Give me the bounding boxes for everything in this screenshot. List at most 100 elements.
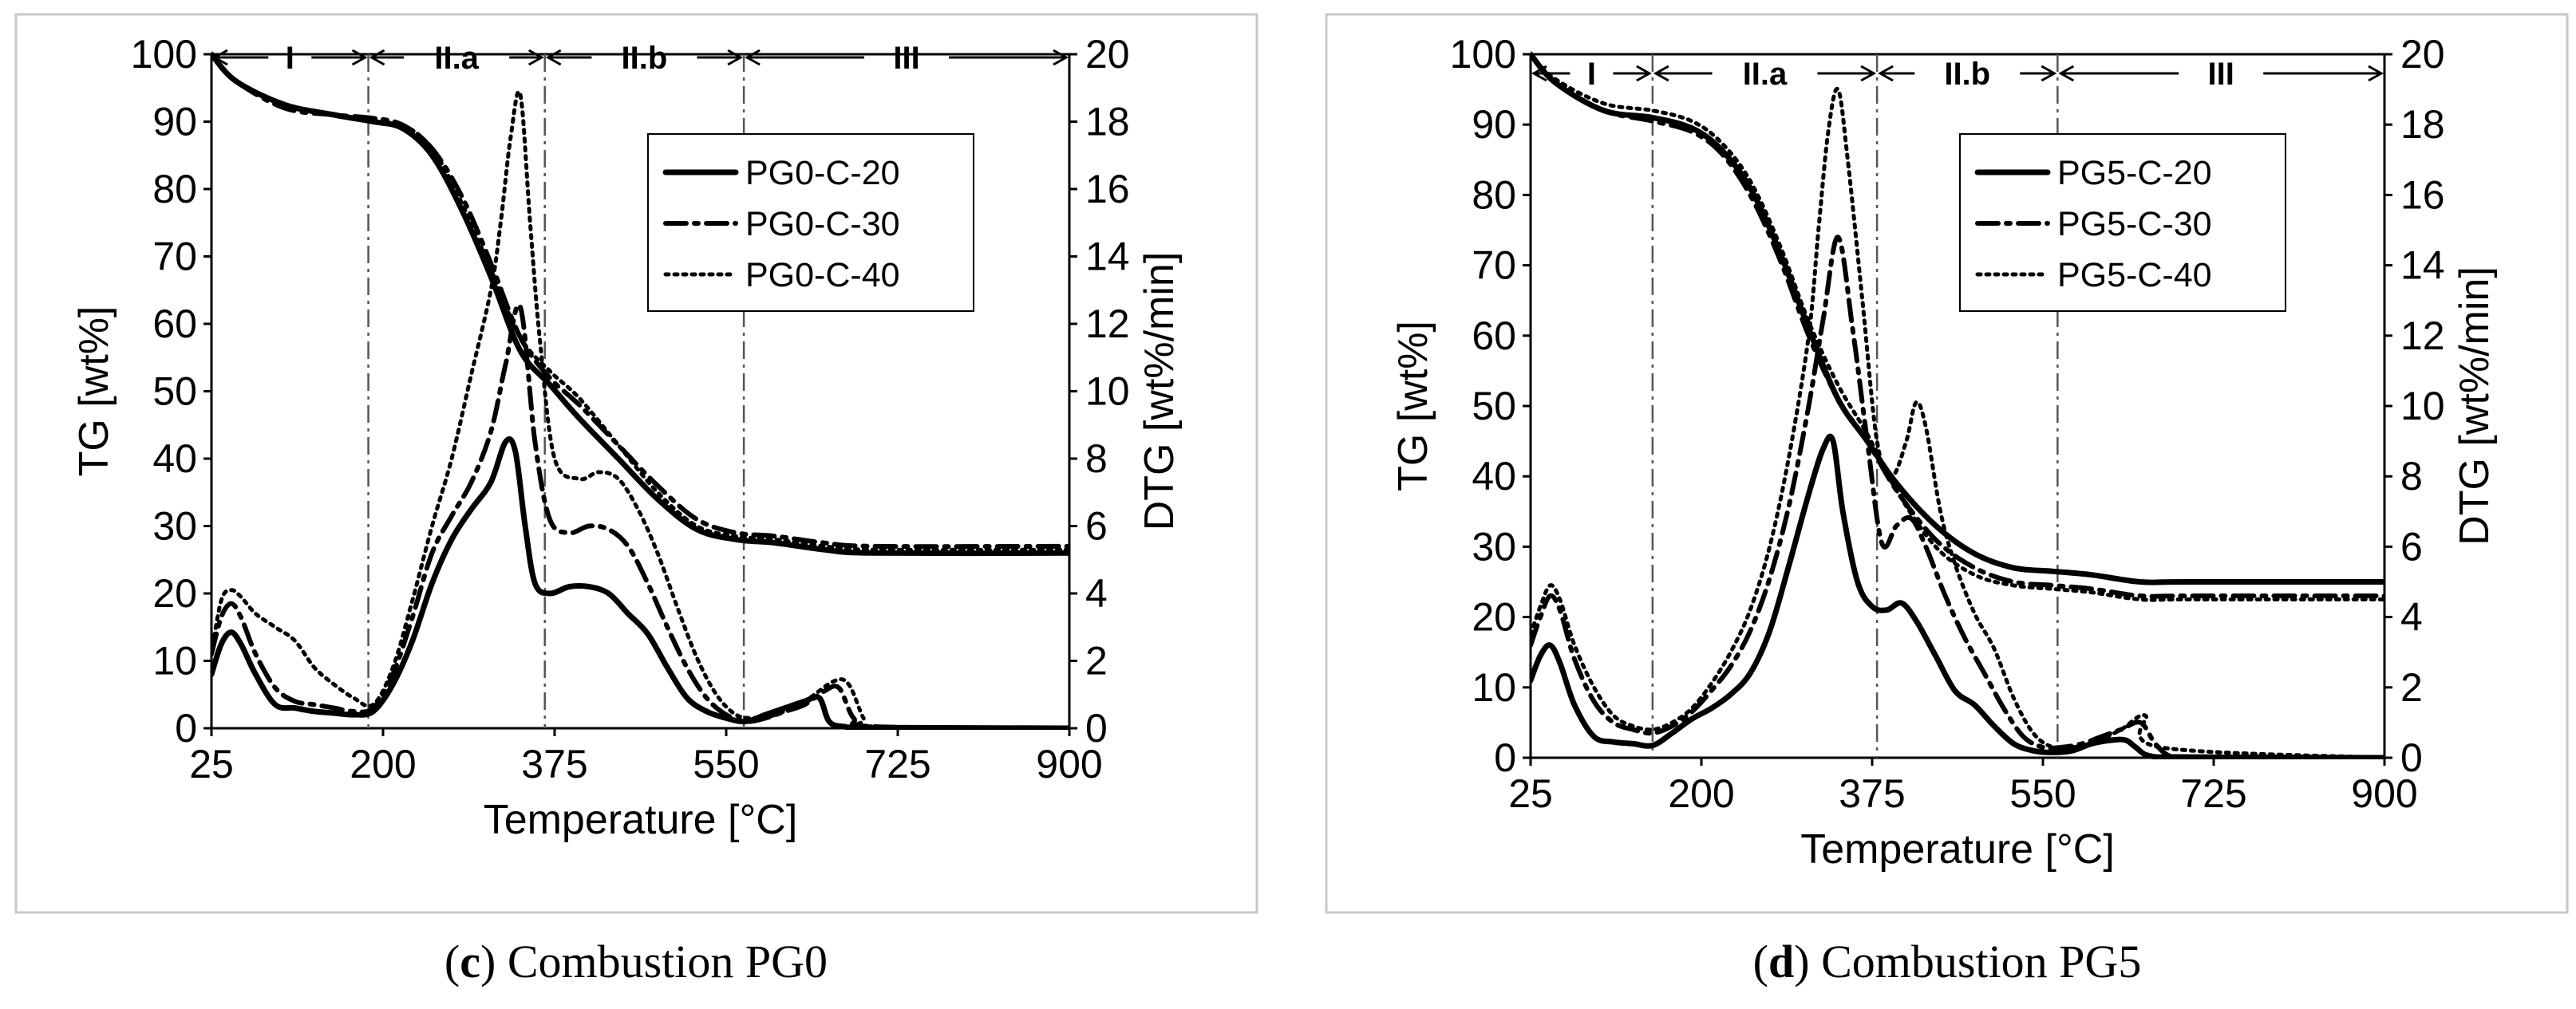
region-label: III bbox=[893, 41, 919, 76]
y-left-tick-label: 20 bbox=[152, 571, 197, 616]
tg-series-PG5-C-30 bbox=[1531, 52, 2384, 599]
y-right-tick-label: 4 bbox=[2400, 595, 2423, 640]
x-tick-label: 550 bbox=[693, 742, 759, 786]
region-arrow-head bbox=[1878, 65, 1894, 82]
caption-letter: d bbox=[1768, 936, 1794, 987]
region-arrow-head bbox=[727, 49, 744, 66]
y-right-tick-label: 20 bbox=[1085, 32, 1130, 77]
y-left-tick-label: 50 bbox=[1472, 384, 1516, 428]
chart-panel-c: 25 200 375 550 725 90001020304050607080901000… bbox=[14, 13, 1258, 987]
y-right-tick-label: 6 bbox=[2400, 524, 2423, 569]
y-right-tick-label: 8 bbox=[2400, 454, 2423, 499]
x-tick-label: 550 bbox=[2009, 771, 2076, 816]
legend-label: PG5-C-30 bbox=[2057, 205, 2212, 243]
y-right-tick-label: 14 bbox=[1085, 235, 1130, 279]
panel-caption: (c) Combustion PG0 bbox=[444, 936, 828, 987]
y-right-axis-title: DTG [wt%/min] bbox=[2452, 266, 2498, 546]
x-tick-label: 725 bbox=[864, 742, 930, 786]
y-right-tick-label: 10 bbox=[1085, 369, 1130, 414]
chart-panel-d: 25 200 375 550 725 90001020304050607080901000… bbox=[1325, 13, 2569, 987]
legend: PG0-C-20 PG0-C-30 PG0-C-40 bbox=[647, 133, 974, 312]
tg-series-PG0-C-40 bbox=[211, 52, 1069, 552]
y-right-tick-label: 0 bbox=[2400, 735, 2423, 780]
y-left-tick-label: 30 bbox=[152, 504, 197, 549]
y-right-tick-label: 8 bbox=[1085, 436, 1108, 481]
caption-letter: c bbox=[460, 936, 480, 987]
region-arrow-head bbox=[1636, 65, 1652, 82]
region-arrow-head bbox=[527, 49, 544, 66]
region-arrow-head bbox=[2368, 65, 2384, 82]
x-tick-label: 200 bbox=[1668, 771, 1734, 816]
y-left-tick-label: 20 bbox=[1472, 595, 1516, 640]
y-right-tick-label: 16 bbox=[1085, 167, 1130, 211]
y-left-tick-label: 40 bbox=[1472, 454, 1516, 499]
y-left-tick-label: 30 bbox=[1472, 524, 1516, 569]
legend-box bbox=[1959, 133, 2286, 312]
y-right-tick-label: 18 bbox=[1085, 100, 1130, 144]
y-right-tick-label: 18 bbox=[2400, 102, 2445, 147]
x-tick-label: 200 bbox=[350, 742, 416, 786]
dtg-series-PG5-C-40 bbox=[1531, 86, 2384, 759]
y-right-tick-label: 12 bbox=[2400, 313, 2445, 358]
region-arrow-head bbox=[351, 49, 368, 66]
legend-label: PG5-C-40 bbox=[2057, 256, 2212, 294]
legend-box bbox=[647, 133, 974, 312]
dtg-series-PG0-C-40 bbox=[211, 89, 1069, 730]
region-label: II.b bbox=[622, 41, 668, 76]
y-right-tick-label: 4 bbox=[1085, 571, 1108, 616]
y-left-axis-title: TG [wt%] bbox=[71, 306, 117, 477]
y-left-tick-label: 10 bbox=[1472, 665, 1516, 710]
region-arrow-head bbox=[545, 49, 562, 66]
region-arrow-head bbox=[1860, 65, 1877, 82]
legend: PG5-C-20 PG5-C-30 PG5-C-40 bbox=[1959, 133, 2286, 312]
y-left-tick-label: 50 bbox=[152, 369, 197, 414]
tg-series-PG0-C-30 bbox=[211, 52, 1069, 550]
y-right-tick-label: 10 bbox=[2400, 384, 2445, 428]
region-label: I bbox=[286, 41, 294, 76]
y-right-axis-title: DTG [wt%/min] bbox=[1136, 252, 1183, 531]
y-left-tick-label: 80 bbox=[1472, 172, 1516, 217]
x-tick-label: 375 bbox=[1839, 771, 1905, 816]
y-left-tick-label: 100 bbox=[1450, 32, 1516, 77]
x-tick-label: 900 bbox=[2351, 771, 2417, 816]
y-right-tick-label: 16 bbox=[2400, 172, 2445, 217]
y-right-tick-label: 12 bbox=[1085, 302, 1130, 346]
caption-text: ) Combustion PG0 bbox=[480, 936, 828, 987]
y-left-tick-label: 70 bbox=[152, 235, 197, 279]
legend-label: PG0-C-20 bbox=[745, 154, 900, 192]
region-label: II.a bbox=[434, 41, 479, 76]
x-tick-label: 25 bbox=[1508, 771, 1553, 816]
region-arrow-head bbox=[1653, 65, 1669, 82]
y-left-tick-label: 0 bbox=[1494, 735, 1516, 780]
x-axis-title: Temperature [°C] bbox=[1800, 826, 2115, 873]
y-right-tick-label: 0 bbox=[1085, 706, 1108, 751]
region-label: III bbox=[2207, 57, 2234, 92]
region-arrow-head bbox=[369, 49, 385, 66]
region-arrow-head bbox=[2041, 65, 2057, 82]
region-label: II.a bbox=[1743, 57, 1788, 92]
y-left-tick-label: 70 bbox=[1472, 243, 1516, 288]
y-left-tick-label: 80 bbox=[152, 167, 197, 211]
x-axis-title: Temperature [°C] bbox=[484, 797, 798, 843]
legend-label: PG0-C-40 bbox=[745, 256, 900, 294]
tg-series-PG5-C-40 bbox=[1531, 52, 2384, 602]
y-left-tick-label: 10 bbox=[152, 639, 197, 684]
y-left-tick-label: 0 bbox=[175, 706, 197, 751]
region-arrow-head bbox=[1053, 49, 1069, 66]
y-right-tick-label: 20 bbox=[2400, 32, 2445, 77]
x-tick-label: 375 bbox=[521, 742, 587, 786]
y-left-axis-title: TG [wt%] bbox=[1390, 321, 1436, 491]
x-tick-label: 900 bbox=[1036, 742, 1102, 786]
y-left-tick-label: 60 bbox=[152, 302, 197, 346]
y-left-tick-label: 90 bbox=[152, 100, 197, 144]
x-tick-label: 725 bbox=[2180, 771, 2246, 816]
y-left-tick-label: 60 bbox=[1472, 313, 1516, 358]
panel-caption: (d) Combustion PG5 bbox=[1753, 936, 2142, 987]
y-right-tick-label: 2 bbox=[2400, 665, 2423, 710]
y-right-tick-label: 14 bbox=[2400, 243, 2445, 288]
y-left-tick-label: 40 bbox=[152, 436, 197, 481]
legend-label: PG0-C-30 bbox=[745, 205, 900, 243]
region-label: II.b bbox=[1944, 57, 1990, 92]
region-arrow-head bbox=[2058, 65, 2075, 82]
